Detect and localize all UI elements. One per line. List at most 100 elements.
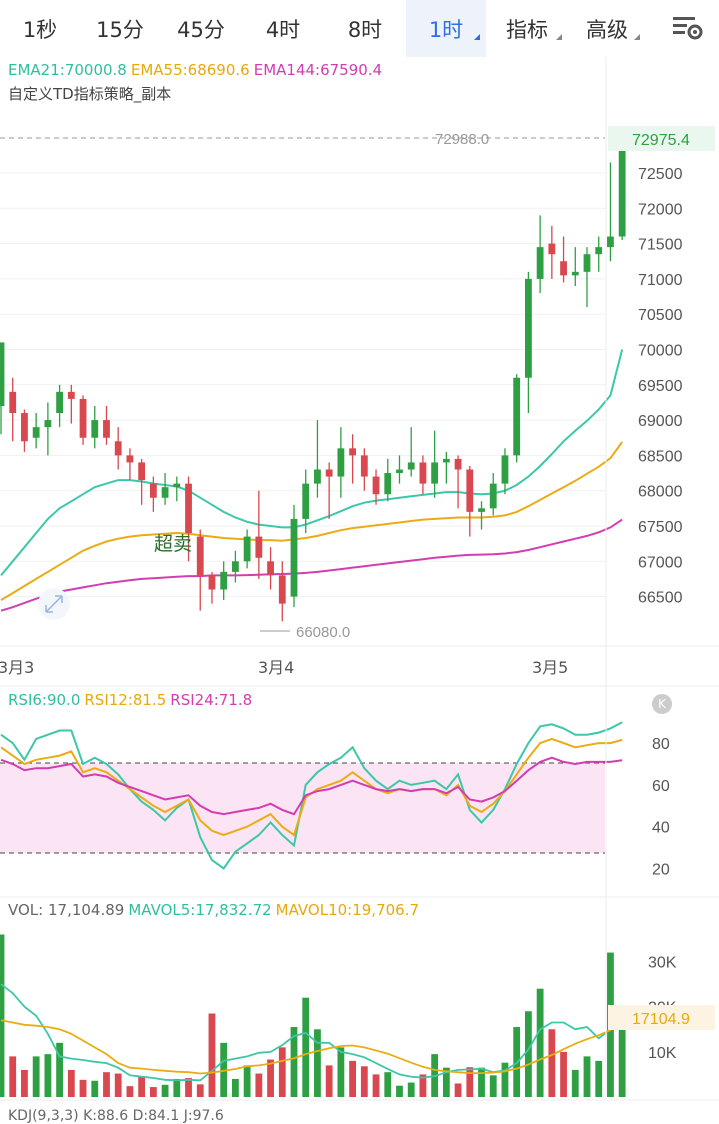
ema21-line <box>0 349 624 577</box>
candle-body <box>196 536 204 576</box>
mavol5-line <box>0 983 623 1082</box>
candle-body <box>278 575 286 604</box>
candle-body <box>232 561 239 572</box>
volume-bar <box>314 1029 321 1097</box>
last-price-box <box>608 126 715 151</box>
candle-body <box>372 476 380 495</box>
volume-bar <box>466 1067 474 1097</box>
candle-body <box>489 483 497 509</box>
candle-body <box>560 261 567 276</box>
chart-settings-icon[interactable] <box>671 12 705 44</box>
candle-body <box>208 575 216 590</box>
price-tick: 72500 <box>638 166 683 183</box>
volume-bar <box>337 1047 345 1097</box>
tab-45m[interactable]: 45分 <box>160 0 242 57</box>
rsi24-line <box>0 756 623 816</box>
volume-bar <box>67 1069 75 1097</box>
ema144-line <box>0 518 623 612</box>
ema21-legend: EMA21:70000.8 <box>8 61 127 79</box>
rsi-tick: 80 <box>652 736 670 753</box>
last-price: 72975.4 <box>632 132 690 149</box>
timeframe-tabs: 1秒 15分 45分 4时 8时 1时 指标 高级 <box>0 0 719 57</box>
candle-body <box>407 462 415 470</box>
candle-body <box>114 441 122 456</box>
candle-body <box>431 462 439 484</box>
volume-bars <box>0 934 626 1097</box>
volume-bar <box>536 988 544 1097</box>
candle-body <box>419 462 427 484</box>
volume-bar <box>79 1079 87 1097</box>
price-tick: 71500 <box>638 237 683 254</box>
candle-body <box>67 391 75 399</box>
vol-legend: VOL: 17,104.89 MAVOL5:17,832.72 MAVOL10:19… <box>8 901 423 919</box>
candle-body <box>442 458 450 463</box>
candle-body <box>290 518 298 597</box>
volume-bar <box>21 1069 28 1097</box>
price-tick: 72000 <box>638 201 683 218</box>
candle-body <box>161 487 169 498</box>
candle-body <box>126 455 134 463</box>
ema-legend: EMA21:70000.8 EMA55:68690.6 EMA144:67590.4 <box>8 61 386 79</box>
tab-4h[interactable]: 4时 <box>242 0 324 57</box>
volume-bar <box>9 1056 17 1097</box>
volume-bar <box>454 1083 462 1097</box>
volume-bar <box>595 1060 603 1097</box>
tab-8h[interactable]: 8时 <box>324 0 406 57</box>
volume-bar <box>173 1078 181 1097</box>
candle-body <box>91 420 99 438</box>
volume-bar <box>138 1076 146 1097</box>
volume-bar <box>278 1047 286 1097</box>
candle-body <box>454 458 462 470</box>
candle-body <box>501 455 509 484</box>
candle-body <box>618 139 626 237</box>
collapse-indicator-icon[interactable]: K <box>652 694 672 714</box>
tab-advanced[interactable]: 高级 <box>568 0 646 57</box>
strategy-label: 自定义TD指标策略_副本 <box>8 85 172 103</box>
volume-bar <box>571 1069 579 1097</box>
volume-bar <box>618 1019 626 1097</box>
price-axis: 72500 72000 71500 71000 70500 70000 69500 69000… <box>638 166 683 607</box>
x-label-mar3: 3月3 <box>0 658 34 677</box>
tab-indicators[interactable]: 指标 <box>486 0 568 57</box>
candle-body <box>595 247 603 255</box>
rsi-tick: 40 <box>652 820 670 837</box>
volume-tick: 30K <box>648 955 677 972</box>
volume-bar <box>583 1056 591 1097</box>
volume-bar <box>548 1029 556 1097</box>
candle-body <box>466 469 474 512</box>
rsi6-legend: RSI6:90.0 <box>8 691 81 709</box>
tab-1s[interactable]: 1秒 <box>0 0 80 57</box>
volume-bar <box>149 1087 157 1097</box>
candle-body <box>56 391 63 414</box>
volume-bar <box>290 1027 298 1097</box>
price-tick: 69500 <box>638 378 683 395</box>
price-tick: 66500 <box>638 590 683 607</box>
reset-zoom-icon[interactable] <box>38 588 70 620</box>
tab-15m[interactable]: 15分 <box>80 0 160 57</box>
tab-label: 1秒 <box>22 17 58 42</box>
candles <box>0 138 626 622</box>
volume-bar <box>489 1075 497 1097</box>
price-tick: 69000 <box>638 413 683 430</box>
volume-bar <box>302 997 310 1097</box>
mavol10-line <box>0 1007 623 1075</box>
volume-bar <box>255 1073 263 1097</box>
tab-1h[interactable]: 1时 <box>406 0 486 57</box>
vol-last-box <box>608 1005 715 1030</box>
volume-ma-lines <box>0 983 623 1082</box>
candle-body <box>548 243 556 255</box>
candle-body <box>302 483 310 519</box>
tab-label: 4时 <box>265 17 301 42</box>
volume-bar <box>114 1073 122 1097</box>
rsi12-legend: RSI12:81.5 <box>84 691 167 709</box>
volume-tick: 10K <box>648 1045 677 1062</box>
volume-bar <box>560 1051 567 1097</box>
x-label-mar4: 3月4 <box>258 658 294 677</box>
volume-bar <box>44 1054 52 1097</box>
volume-bar <box>185 1078 192 1097</box>
volume-bar <box>478 1067 485 1097</box>
candle-body <box>173 483 181 488</box>
candle-body <box>21 413 28 442</box>
candle-body <box>325 469 333 477</box>
